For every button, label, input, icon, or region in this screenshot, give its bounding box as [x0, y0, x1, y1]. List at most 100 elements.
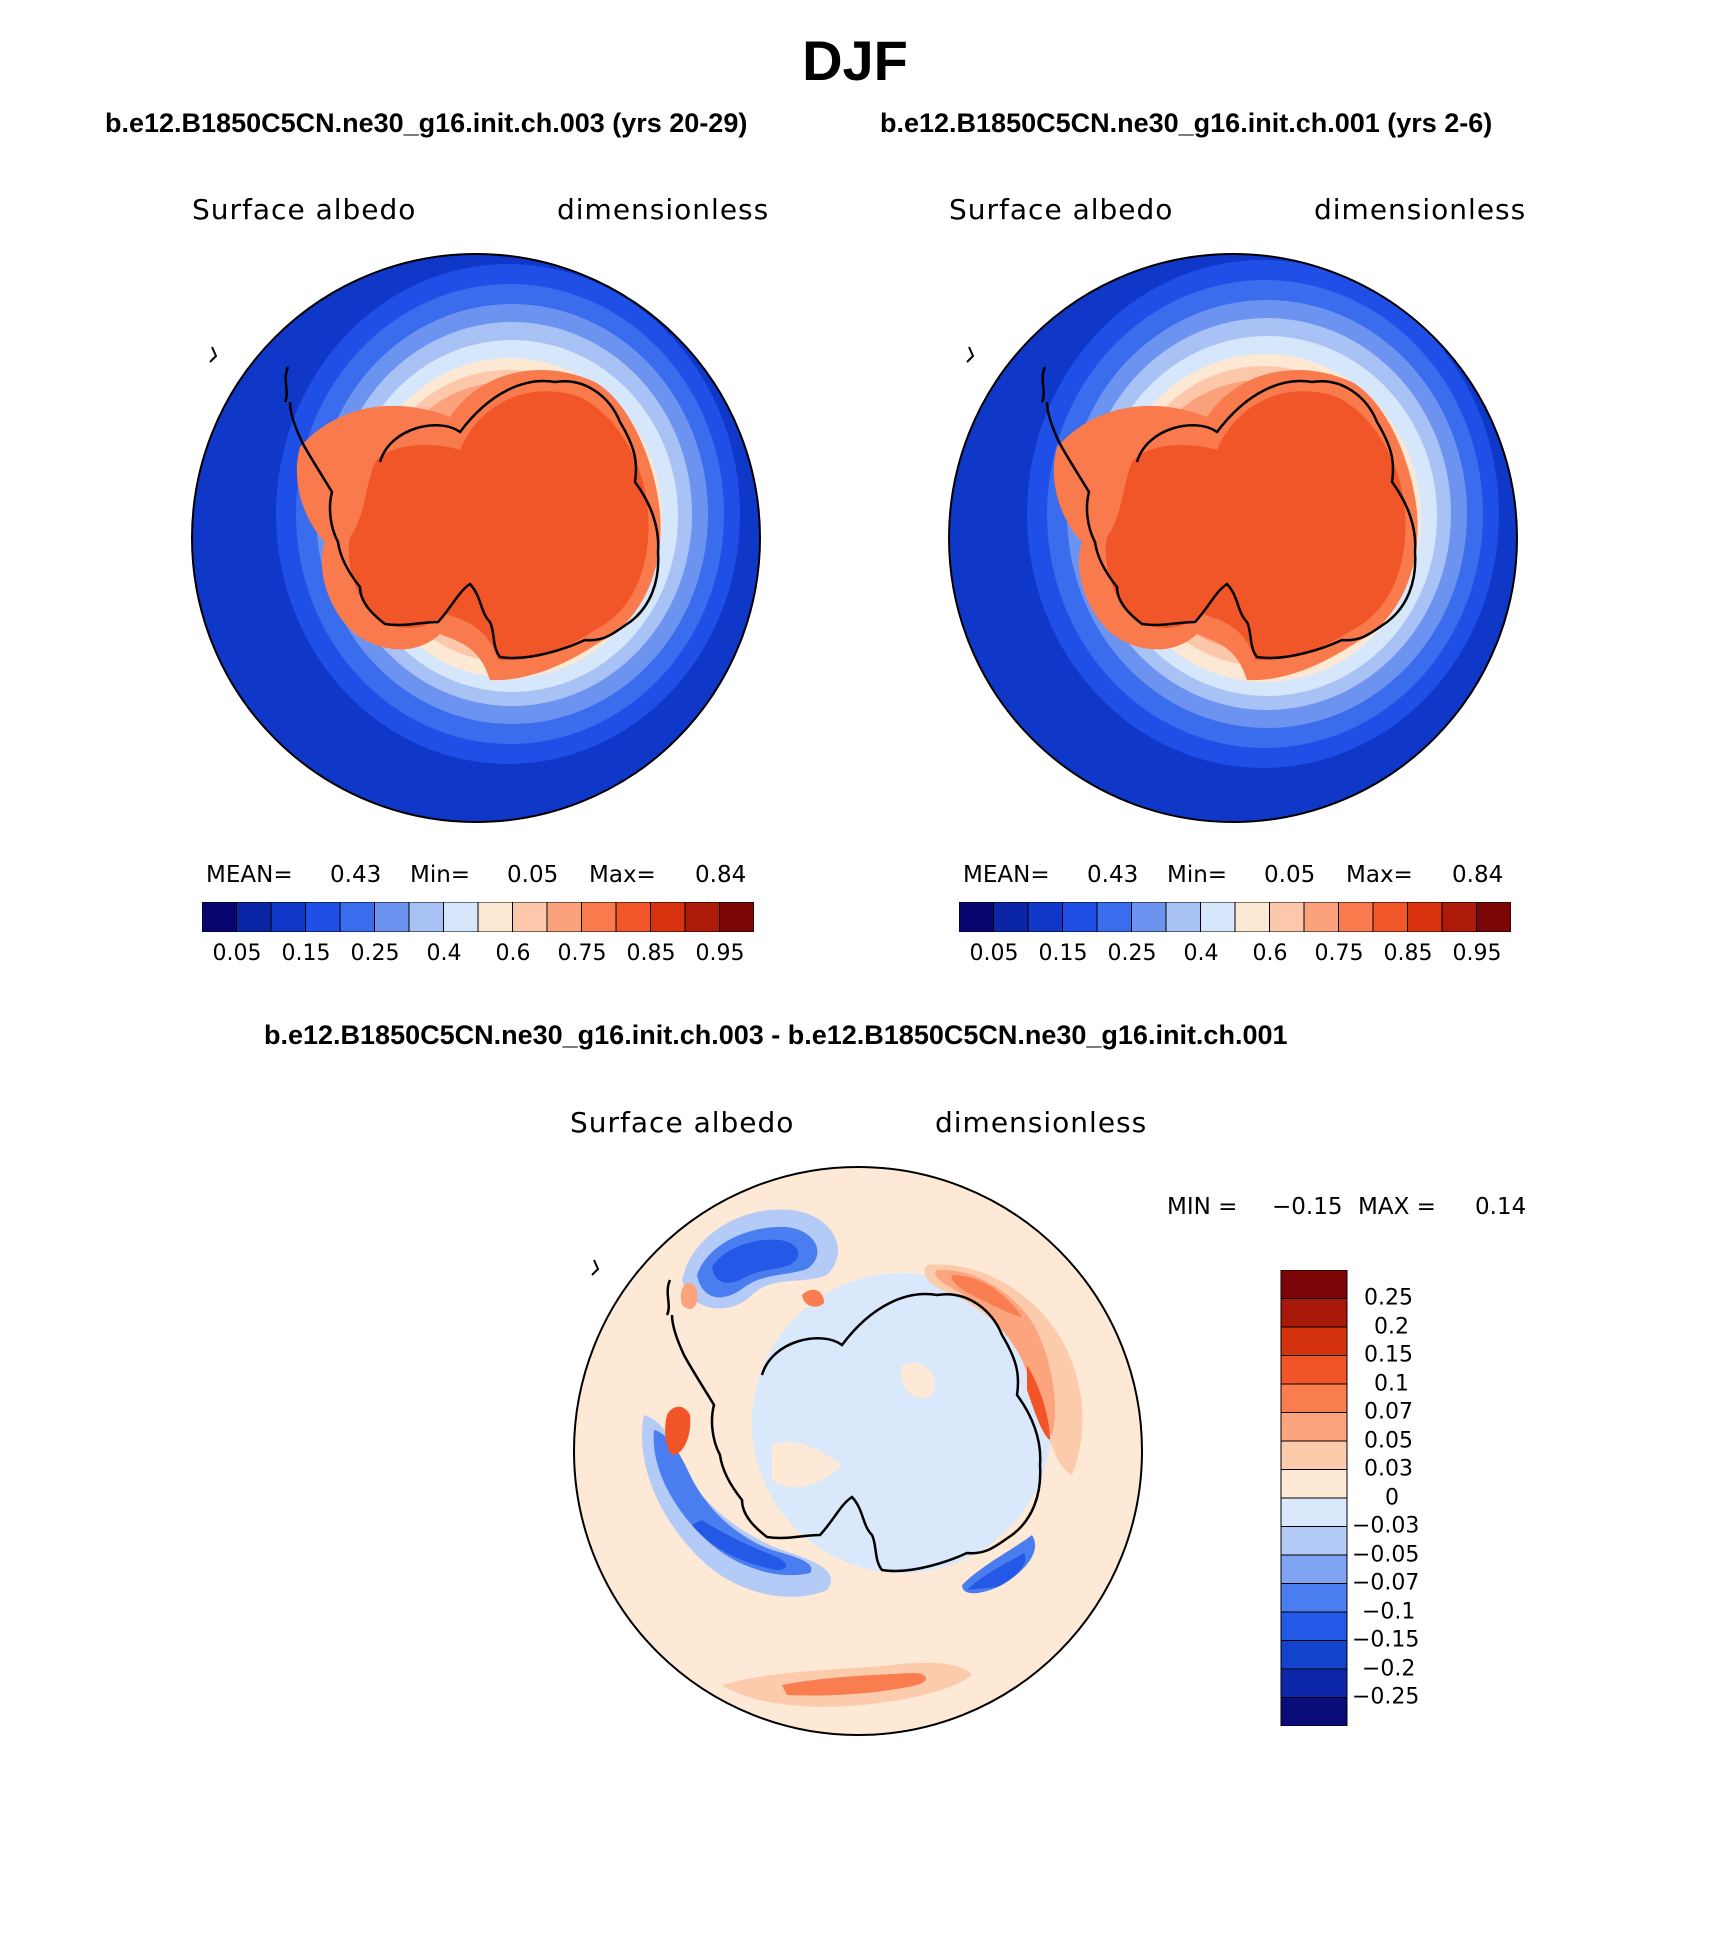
colorbar-swatch	[1280, 1412, 1348, 1442]
colorbar-swatch	[959, 902, 994, 932]
panel-2-colorbar-tick: 0.85	[1383, 941, 1433, 966]
panel-2-case-title: b.e12.B1850C5CN.ne30_g16.init.ch.001 (yr…	[880, 108, 1493, 138]
panel-1-colorbar-tick: 0.4	[426, 941, 462, 966]
diff-colorbar-tick: −0.25	[1352, 1684, 1420, 1710]
panel-2-max-value: 0.84	[1452, 862, 1504, 888]
panel-1-min-value: 0.05	[507, 862, 559, 888]
colorbar-swatch	[1200, 902, 1236, 932]
panel-2-colorbar-tick: 0.25	[1107, 941, 1157, 966]
colorbar-swatch	[1269, 902, 1305, 932]
colorbar-swatch	[1165, 902, 1201, 932]
colorbar-swatch	[719, 902, 754, 932]
colorbar-swatch	[1027, 902, 1063, 932]
diff-colorbar-tick: −0.1	[1362, 1599, 1416, 1625]
colorbar-swatch	[374, 902, 410, 932]
panel-1-colorbar	[202, 902, 754, 932]
panel-2-albedo-map	[948, 253, 1518, 823]
colorbar-swatch	[1062, 902, 1098, 932]
panel-1-variable-label: Surface albedo	[192, 193, 417, 226]
panel-2-colorbar-tick: 0.4	[1183, 941, 1219, 966]
diff-colorbar-tick: 0.03	[1364, 1456, 1413, 1482]
colorbar-swatch	[305, 902, 341, 932]
diff-colorbar-tick: −0.15	[1352, 1627, 1420, 1653]
colorbar-swatch	[615, 902, 651, 932]
diff-colorbar-tick: 0	[1385, 1485, 1399, 1511]
panel-2-colorbar-tick: 0.05	[969, 941, 1019, 966]
diff-colorbar-tick: 0.2	[1374, 1314, 1409, 1340]
colorbar-swatch	[1280, 1383, 1348, 1413]
colorbar-swatch	[1280, 1497, 1348, 1527]
colorbar-swatch	[1280, 1355, 1348, 1385]
colorbar-swatch	[1280, 1668, 1348, 1698]
diff-colorbar-tick: 0.05	[1364, 1428, 1413, 1454]
colorbar-swatch	[1280, 1554, 1348, 1584]
colorbar-swatch	[1280, 1469, 1348, 1499]
panel-1-mean-value: 0.43	[330, 862, 382, 888]
colorbar-swatch	[993, 902, 1029, 932]
colorbar-swatch	[1280, 1583, 1348, 1613]
colorbar-swatch	[650, 902, 686, 932]
colorbar-swatch	[1280, 1326, 1348, 1356]
colorbar-swatch	[1407, 902, 1443, 932]
colorbar-swatch	[512, 902, 548, 932]
panel-1-case-title: b.e12.B1850C5CN.ne30_g16.init.ch.003 (yr…	[105, 108, 748, 138]
colorbar-swatch	[1096, 902, 1132, 932]
colorbar-swatch	[1280, 1697, 1348, 1726]
panel-2-colorbar-tick: 0.75	[1314, 941, 1364, 966]
colorbar-swatch	[1280, 1440, 1348, 1470]
colorbar-swatch	[202, 902, 237, 932]
diff-colorbar-tick: 0.15	[1364, 1342, 1413, 1368]
colorbar-swatch	[443, 902, 479, 932]
colorbar-swatch	[477, 902, 513, 932]
colorbar-swatch	[1476, 902, 1511, 932]
colorbar-swatch	[1280, 1298, 1348, 1328]
diff-albedo-map	[573, 1166, 1143, 1736]
diff-colorbar-tick: −0.05	[1352, 1542, 1420, 1568]
panel-2-variable-label: Surface albedo	[949, 193, 1174, 226]
colorbar-swatch	[1280, 1270, 1348, 1299]
diff-colorbar-tick: 0.07	[1364, 1399, 1413, 1425]
diff-variable-label: Surface albedo	[570, 1106, 795, 1139]
panel-1-max-value: 0.84	[695, 862, 747, 888]
diff-colorbar-tick: −0.07	[1352, 1570, 1420, 1596]
panel-2-mean-value: 0.43	[1087, 862, 1139, 888]
diff-colorbar-tick: 0.25	[1364, 1285, 1413, 1311]
panel-2-min-label: Min=	[1167, 862, 1228, 888]
diff-units-label: dimensionless	[935, 1106, 1148, 1139]
panel-1-mean-label: MEAN=	[206, 862, 293, 888]
diff-max-value: 0.14	[1475, 1194, 1527, 1220]
panel-1-colorbar-tick: 0.95	[695, 941, 745, 966]
panel-1-colorbar-tick: 0.25	[350, 941, 400, 966]
panel-1-colorbar-tick: 0.15	[281, 941, 331, 966]
colorbar-swatch	[1338, 902, 1374, 932]
panel-1-colorbar-tick: 0.85	[626, 941, 676, 966]
colorbar-swatch	[1131, 902, 1167, 932]
panel-1-colorbar-tick: 0.05	[212, 941, 262, 966]
diff-colorbar-tick: −0.03	[1352, 1513, 1420, 1539]
colorbar-swatch	[1280, 1526, 1348, 1556]
panel-1-max-label: Max=	[589, 862, 656, 888]
panel-2-colorbar	[959, 902, 1511, 932]
colorbar-swatch	[1372, 902, 1408, 932]
panel-1-colorbar-tick: 0.75	[557, 941, 607, 966]
diff-colorbar-tick: 0.1	[1374, 1371, 1409, 1397]
diff-colorbar	[1280, 1270, 1348, 1726]
colorbar-swatch	[1303, 902, 1339, 932]
panel-2-min-value: 0.05	[1264, 862, 1316, 888]
colorbar-swatch	[339, 902, 375, 932]
colorbar-swatch	[581, 902, 617, 932]
panel-2-colorbar-tick: 0.15	[1038, 941, 1088, 966]
panel-2-colorbar-tick: 0.6	[1252, 941, 1288, 966]
colorbar-swatch	[1234, 902, 1270, 932]
panel-1-units-label: dimensionless	[557, 193, 770, 226]
colorbar-swatch	[1280, 1611, 1348, 1641]
colorbar-swatch	[236, 902, 272, 932]
colorbar-swatch	[546, 902, 582, 932]
colorbar-swatch	[270, 902, 306, 932]
colorbar-swatch	[684, 902, 720, 932]
colorbar-swatch	[1280, 1640, 1348, 1670]
colorbar-swatch	[1441, 902, 1477, 932]
diff-min-value: −0.15	[1272, 1194, 1343, 1220]
diff-min-label: MIN =	[1167, 1194, 1238, 1220]
figure-title: DJF	[802, 29, 908, 92]
